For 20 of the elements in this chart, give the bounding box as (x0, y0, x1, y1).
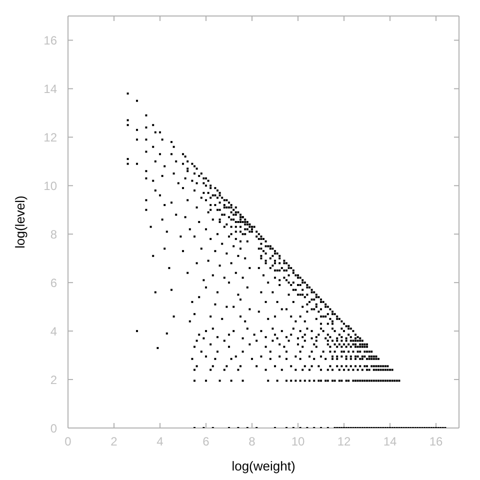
x-axis-title: log(weight) (232, 458, 296, 474)
x-tick-label: 6 (202, 434, 210, 449)
y-tick-label: 2 (50, 372, 58, 387)
x-tick-label: 0 (64, 434, 72, 449)
x-tick-label: 4 (156, 434, 164, 449)
x-tick-label: 12 (337, 434, 351, 449)
x-tick-label: 14 (383, 434, 397, 449)
y-tick-label: 16 (44, 33, 58, 48)
y-tick-label: 14 (44, 82, 58, 96)
y-tick-label: 8 (50, 227, 58, 242)
x-tick-label: 10 (291, 434, 305, 449)
y-tick-label: 0 (50, 421, 58, 436)
y-tick-label: 10 (44, 178, 58, 193)
y-tick-label: 4 (50, 324, 58, 338)
x-tick-label: 2 (110, 434, 118, 449)
y-tick-label: 12 (44, 130, 58, 144)
y-tick-label: 6 (50, 276, 58, 290)
x-tick-label: 8 (248, 434, 256, 449)
x-tick-label: 16 (429, 434, 443, 449)
y-axis-title: log(level) (12, 196, 28, 248)
